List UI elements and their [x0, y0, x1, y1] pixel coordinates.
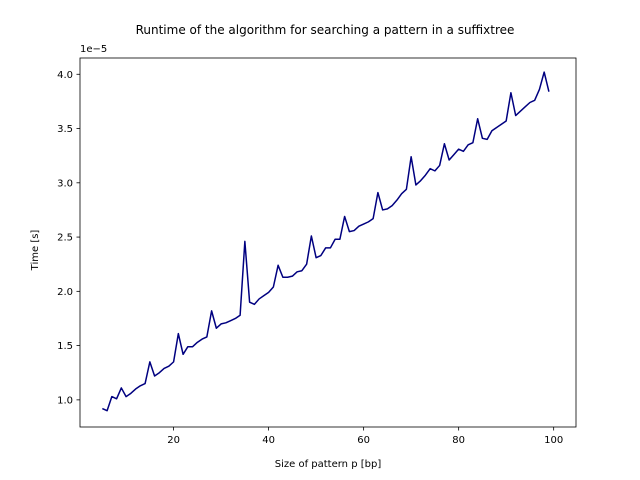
y-tick-label: 2.5 [57, 233, 73, 244]
y-tick-label: 1.0 [57, 395, 73, 406]
x-axis-ticks: 20 40 60 80 100 [167, 427, 563, 446]
y-tick-label: 3.0 [57, 178, 73, 189]
x-tick-label: 80 [452, 435, 465, 446]
x-axis-label: Size of pattern p [bp] [275, 459, 382, 470]
x-tick-label: 60 [357, 435, 370, 446]
x-tick-label: 40 [262, 435, 275, 446]
x-tick-label: 100 [544, 435, 563, 446]
y-tick-label: 4.0 [57, 70, 73, 81]
y-offset-label: 1e−5 [80, 44, 107, 55]
y-tick-label: 1.5 [57, 341, 73, 352]
chart-title: Runtime of the algorithm for searching a… [136, 23, 515, 37]
y-axis-ticks: 1.0 1.5 2.0 2.5 3.0 3.5 4.0 [57, 70, 80, 406]
series-line [102, 71, 550, 412]
y-axis-label: Time [s] [30, 230, 41, 272]
plot-area-frame [79, 57, 577, 428]
x-tick-label: 20 [167, 435, 180, 446]
y-tick-label: 3.5 [57, 124, 73, 135]
y-tick-label: 2.0 [57, 287, 73, 298]
